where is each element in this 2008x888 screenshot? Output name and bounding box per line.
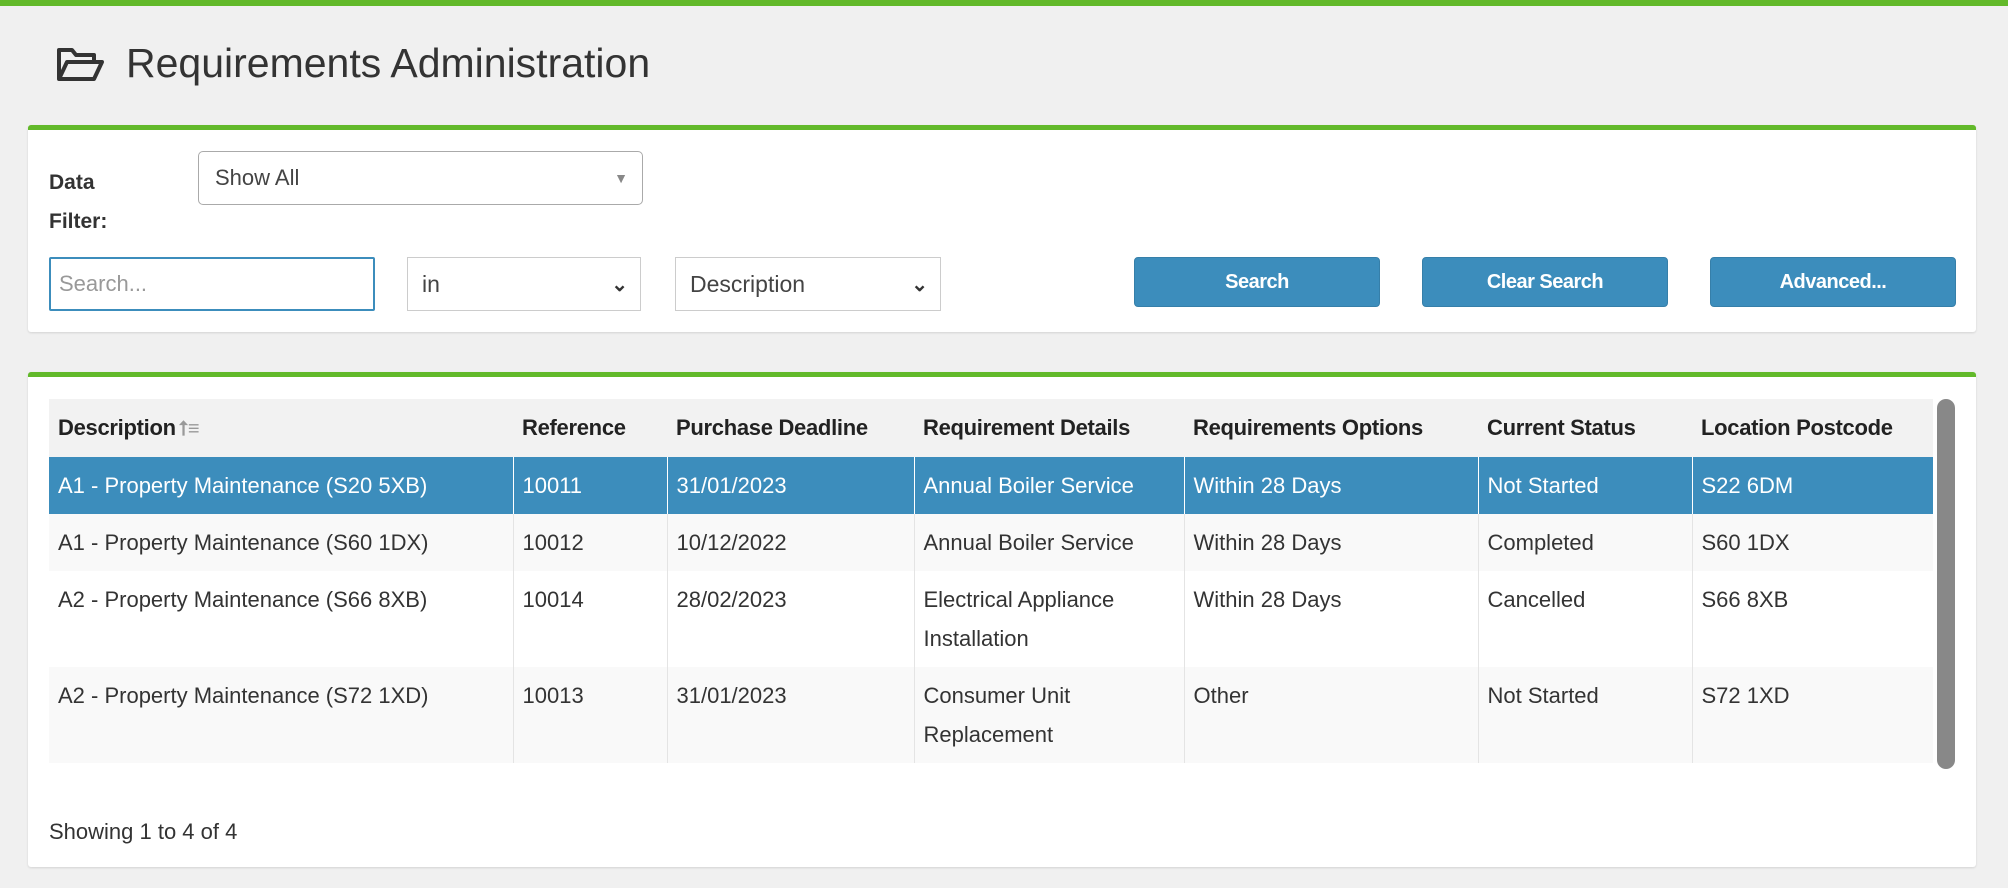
cell-postcode: S72 1XD xyxy=(1701,683,1790,708)
cell-reference: 10014 xyxy=(513,571,668,667)
folder-open-icon xyxy=(57,47,104,81)
column-header-requirement-details[interactable]: Requirement Details xyxy=(914,399,1184,457)
cell-deadline: 10/12/2022 xyxy=(667,514,915,571)
column-header-location-postcode[interactable]: Location Postcode xyxy=(1692,399,1933,457)
cell-status: Cancelled xyxy=(1478,571,1693,667)
cell-reference: 10012 xyxy=(513,514,668,571)
cell-status: Not Started xyxy=(1478,457,1693,514)
cell-options: Within 28 Days xyxy=(1184,457,1479,514)
chevron-down-icon: ⌄ xyxy=(911,273,928,296)
cell-options: Within 28 Days xyxy=(1184,571,1479,667)
cell-options: Within 28 Days xyxy=(1184,514,1479,571)
cell-postcode: S60 1DX xyxy=(1701,530,1790,555)
data-filter-label: Data Filter: xyxy=(49,171,108,233)
search-field-select[interactable]: Description ⌄ xyxy=(675,257,941,311)
cell-deadline: 31/01/2023 xyxy=(667,667,915,763)
cell-details: Electrical Appliance Installation xyxy=(914,571,1185,667)
column-header-reference[interactable]: Reference xyxy=(513,399,667,457)
cell-description: A2 - Property Maintenance (S66 8XB) xyxy=(49,571,514,667)
cell-deadline: 28/02/2023 xyxy=(667,571,915,667)
table-scrollbar[interactable] xyxy=(1937,399,1955,769)
cell-details: Annual Boiler Service xyxy=(914,514,1185,571)
cell-description: A1 - Property Maintenance (S20 5XB) xyxy=(49,457,514,514)
column-header-requirements-options[interactable]: Requirements Options xyxy=(1184,399,1478,457)
cell-options: Other xyxy=(1184,667,1479,763)
field-value: Description xyxy=(690,270,806,297)
chevron-down-icon: ⌄ xyxy=(611,273,628,296)
cell-postcode: S66 8XB xyxy=(1701,587,1789,612)
table-row[interactable]: A1 - Property Maintenance (S60 1DX) 10012… xyxy=(49,514,1933,571)
column-header-description[interactable]: Description ⭡≡ xyxy=(49,399,513,457)
advanced-button[interactable]: Advanced... xyxy=(1710,257,1956,307)
column-header-current-status[interactable]: Current Status xyxy=(1478,399,1692,457)
cell-status: Completed xyxy=(1478,514,1693,571)
table-header-row: Description ⭡≡ Reference Purchase Deadlin… xyxy=(49,399,1933,457)
table-row[interactable]: A2 - Property Maintenance (S66 8XB) 10014… xyxy=(49,571,1933,667)
cell-status: Not Started xyxy=(1478,667,1693,763)
cell-details: Annual Boiler Service xyxy=(914,457,1185,514)
cell-details: Consumer Unit Replacement xyxy=(914,667,1185,763)
cell-postcode: S22 6DM xyxy=(1692,457,1934,514)
page-header: Requirements Administration xyxy=(56,40,650,87)
data-filter-select[interactable]: Show All ▼ xyxy=(198,151,643,205)
column-header-purchase-deadline[interactable]: Purchase Deadline xyxy=(667,399,914,457)
table-row-selected[interactable]: A1 - Property Maintenance (S20 5XB) 10011… xyxy=(49,457,1934,514)
data-filter-value: Show All xyxy=(215,165,300,190)
sort-ascending-icon[interactable]: ⭡≡ xyxy=(178,418,200,440)
cell-deadline: 31/01/2023 xyxy=(667,457,915,514)
caret-down-icon: ▼ xyxy=(614,170,628,186)
clear-search-button[interactable]: Clear Search xyxy=(1422,257,1668,307)
search-input[interactable] xyxy=(49,257,375,311)
table-row[interactable]: A2 - Property Maintenance (S72 1XD) 10013… xyxy=(49,667,1933,763)
page-title: Requirements Administration xyxy=(126,40,651,86)
cell-reference: 10011 xyxy=(513,457,668,514)
cell-reference: 10013 xyxy=(513,667,668,763)
search-operator-select[interactable]: in ⌄ xyxy=(407,257,641,311)
cell-description: A2 - Property Maintenance (S72 1XD) xyxy=(49,667,514,763)
table-info: Showing 1 to 4 of 4 xyxy=(49,819,238,844)
results-panel: Description ⭡≡ Reference Purchase Deadlin… xyxy=(28,372,1976,867)
search-button[interactable]: Search xyxy=(1134,257,1380,307)
cell-description: A1 - Property Maintenance (S60 1DX) xyxy=(49,514,514,571)
requirements-table: Description ⭡≡ Reference Purchase Deadlin… xyxy=(49,399,1934,763)
operator-value: in xyxy=(422,270,440,297)
